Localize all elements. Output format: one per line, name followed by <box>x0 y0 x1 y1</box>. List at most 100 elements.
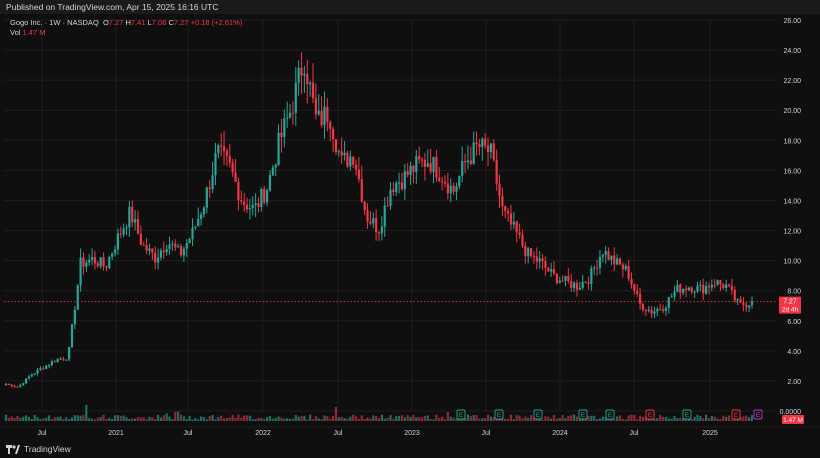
candle-body <box>85 262 88 267</box>
volume-bar <box>65 417 68 421</box>
volume-bar <box>277 416 280 421</box>
volume-bar <box>30 419 33 421</box>
volume-bar <box>82 415 85 421</box>
volume-bar <box>10 416 13 421</box>
candle-body <box>131 206 134 223</box>
candle-body <box>191 227 194 240</box>
candle-body <box>639 293 642 304</box>
candle-body <box>498 183 501 196</box>
volume-bar <box>507 418 510 421</box>
volume-bar <box>386 417 389 421</box>
candle-body <box>271 167 274 176</box>
volume-bar <box>363 418 366 421</box>
candle-body <box>171 243 174 245</box>
candle-body <box>334 139 338 152</box>
volume-bar <box>248 415 251 421</box>
candle-body <box>331 128 335 140</box>
earnings-marker <box>494 409 504 420</box>
volume-bar <box>420 417 424 421</box>
symbol-label[interactable]: Gogo Inc. · 1W · NASDAQ <box>10 18 99 27</box>
candle-body <box>274 164 277 168</box>
candle-body <box>742 302 745 306</box>
volume-bar <box>33 414 36 421</box>
volume-bar <box>136 417 140 421</box>
volume-bar <box>360 415 363 421</box>
volume-bar <box>13 418 16 421</box>
candle-body <box>552 269 556 274</box>
volume-bar <box>730 419 734 421</box>
candle-body <box>45 365 48 370</box>
volume-bar <box>438 417 441 421</box>
volume-bar <box>349 416 352 421</box>
candle-body <box>22 383 25 386</box>
y-tick-label: 26.00 <box>783 18 801 25</box>
volume-bar <box>280 417 283 421</box>
change-value: +0.18 (+2.61%) <box>190 18 243 27</box>
candle-body <box>156 257 160 263</box>
volume-bar <box>452 417 455 421</box>
volume-bar <box>423 415 427 421</box>
y-tick-label: 12.00 <box>783 229 801 236</box>
volume-bar <box>664 416 668 421</box>
candle-body <box>426 163 429 167</box>
candle-body <box>188 239 191 244</box>
volume-bar <box>165 413 168 421</box>
volume-bar <box>696 414 699 421</box>
volume-bar <box>418 417 421 421</box>
volume-bar <box>337 417 340 421</box>
volume-bar <box>24 415 28 421</box>
price-chart[interactable]: 26.00 24.00 22.00 20.00 18.00 16.00 14.00 12.00… <box>0 14 820 458</box>
volume-bar <box>570 415 573 421</box>
earnings-marker-label: E <box>581 412 586 419</box>
candle-body <box>142 244 145 246</box>
volume-bar <box>96 417 99 421</box>
volume-bar <box>251 419 254 421</box>
candle-body <box>13 386 16 388</box>
volume-bar <box>145 419 148 421</box>
candle-body <box>395 182 398 193</box>
candle-body <box>616 258 619 265</box>
candle-body <box>194 226 197 228</box>
candle-body <box>389 189 392 206</box>
y-tick-label: 10.00 <box>783 259 801 266</box>
candle-body <box>598 256 602 268</box>
y-tick-label: 6.00 <box>787 319 801 326</box>
volume-bar <box>598 418 602 421</box>
volume-bar <box>116 415 119 421</box>
volume-bar <box>578 419 581 421</box>
volume-bar <box>475 414 478 421</box>
volume-bar <box>624 419 627 421</box>
candle-body <box>102 257 105 267</box>
candle-body <box>363 201 366 211</box>
candle-body <box>177 246 180 248</box>
candle-body <box>116 233 119 250</box>
candle-body <box>16 386 19 388</box>
candle-body <box>661 309 665 311</box>
earnings-marker-label: E <box>685 412 690 419</box>
volume-bar <box>552 414 556 421</box>
volume-bar <box>260 418 263 421</box>
candle-body <box>659 309 662 311</box>
x-tick-label: 2021 <box>108 430 124 437</box>
volume-bar <box>590 415 593 421</box>
volume-bar <box>489 416 492 421</box>
volume-bar <box>486 414 490 421</box>
tradingview-logo-icon <box>6 444 20 454</box>
volume-bar <box>584 418 587 421</box>
candle-body <box>509 213 513 225</box>
volume-bar <box>400 415 404 421</box>
candle-body <box>366 210 369 222</box>
volume-bar <box>99 417 102 421</box>
volume-bar <box>159 417 163 421</box>
candle-body <box>544 260 547 268</box>
candle-body <box>647 309 650 312</box>
candle-body <box>346 152 349 167</box>
candle-body <box>613 255 616 265</box>
volume-bar <box>621 418 624 421</box>
candle-body <box>42 368 45 370</box>
close-value: 7.27 <box>173 18 189 27</box>
candle-body <box>676 284 679 292</box>
volume-bar <box>512 419 515 421</box>
volume-bar <box>88 418 91 421</box>
candle-body <box>119 233 122 235</box>
